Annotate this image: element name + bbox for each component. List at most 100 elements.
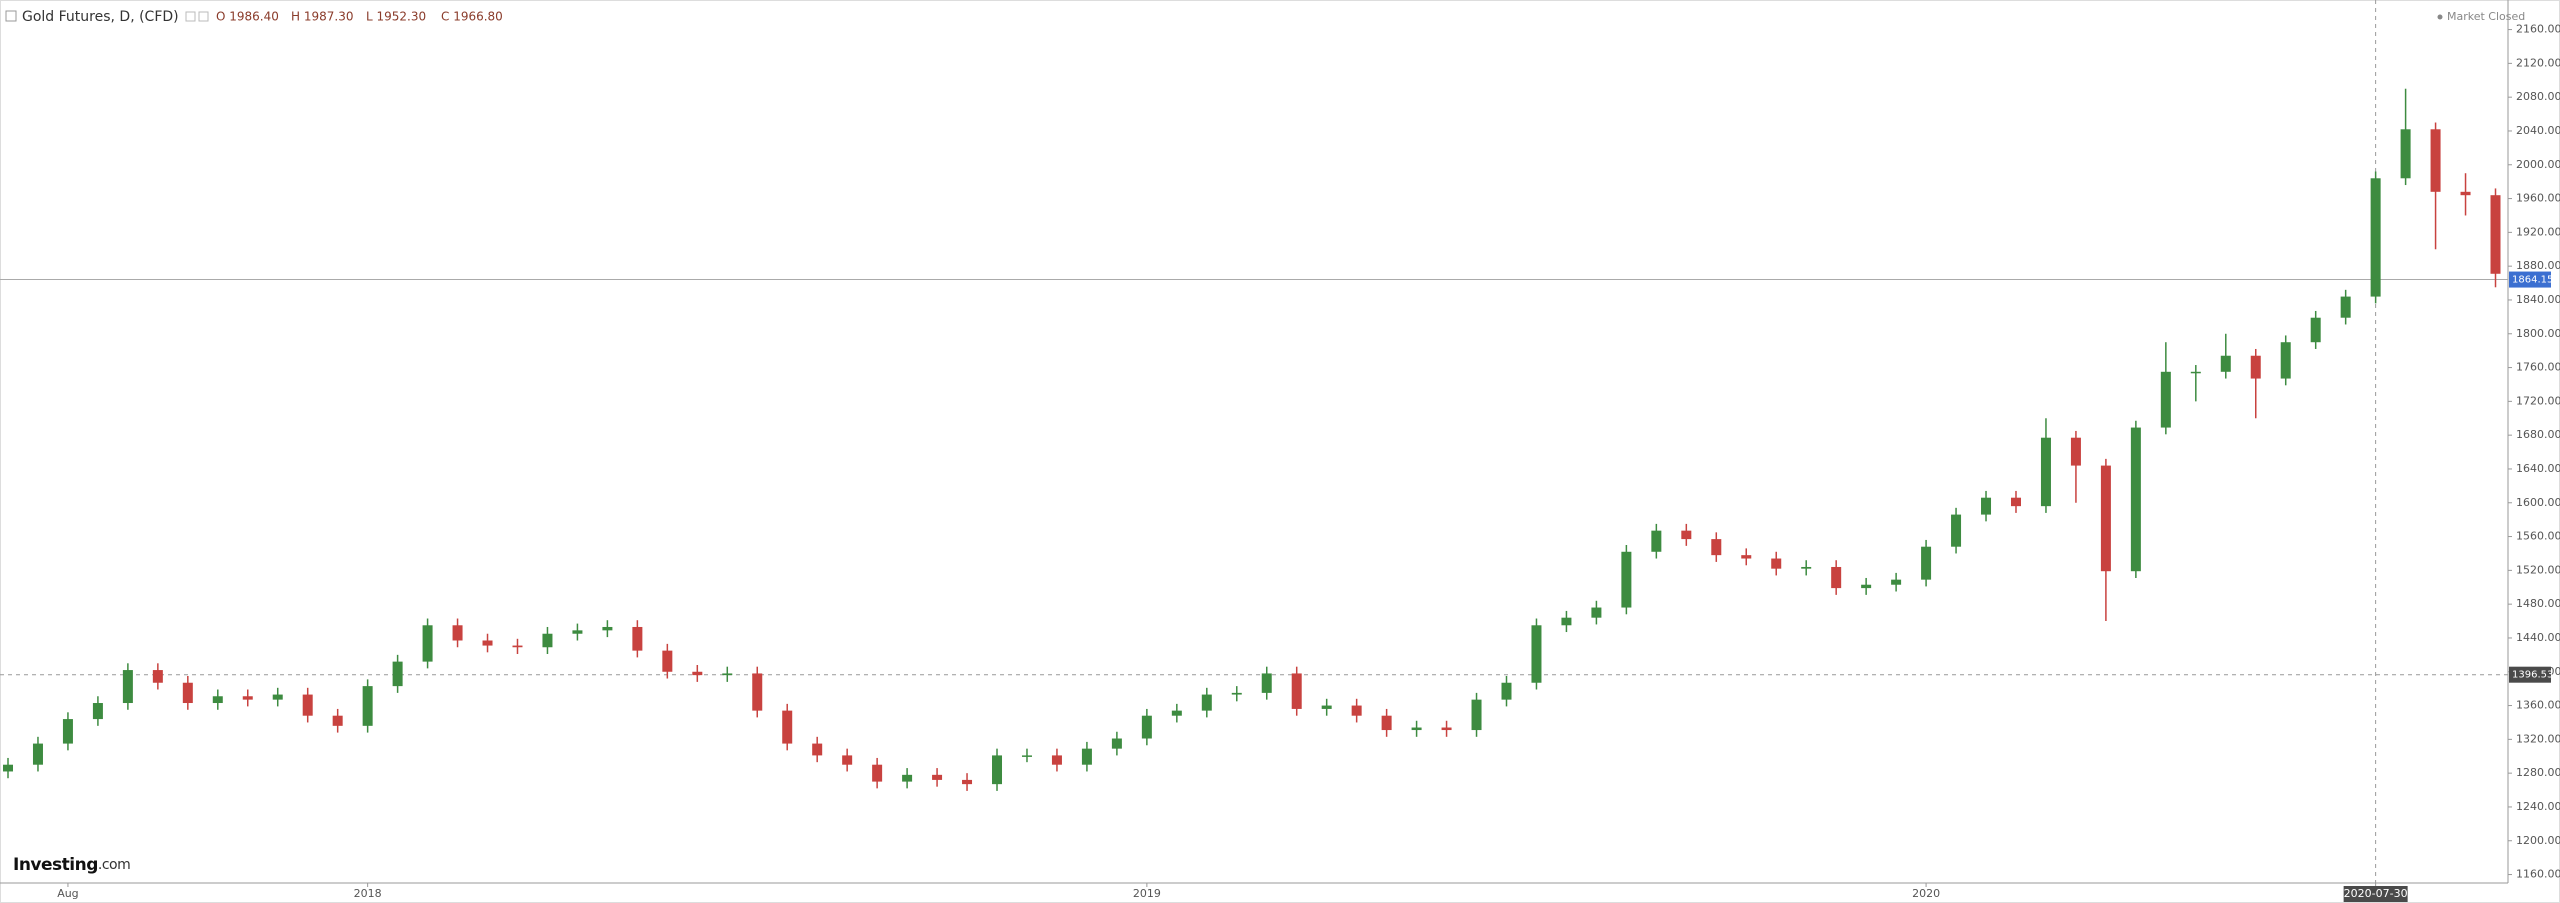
candle-body — [2250, 355, 2261, 379]
crosshair-x-label: 2020-07-30 — [2344, 887, 2408, 900]
candle-body — [2430, 129, 2441, 192]
y-tick-label: 1960.00 — [2516, 192, 2560, 205]
candle-body — [1981, 497, 1992, 515]
logo-suffix: .com — [98, 857, 130, 873]
candle-body — [482, 640, 493, 646]
candle-body — [1561, 617, 1572, 626]
x-tick-label: Aug — [57, 887, 78, 900]
toggle-icon[interactable] — [198, 11, 209, 22]
candle-body — [272, 694, 283, 700]
crosshair-y-label: 1396.53 — [2512, 670, 2553, 681]
candle-body — [152, 670, 163, 683]
ohlc-value: H 1987.30 — [291, 10, 353, 24]
candle-body — [1681, 530, 1692, 540]
candle-body — [212, 696, 223, 704]
candle-body — [62, 719, 73, 744]
candle-body — [1441, 727, 1452, 731]
y-tick-label: 1320.00 — [2516, 732, 2560, 745]
candle-body — [1891, 579, 1902, 585]
candle-body — [2370, 178, 2381, 297]
candle-body — [2070, 437, 2081, 466]
candle-body — [782, 710, 793, 744]
candle-body — [572, 630, 583, 634]
candle-body — [1411, 727, 1422, 731]
candle-body — [992, 755, 1003, 785]
y-tick-label: 1640.00 — [2516, 462, 2560, 475]
ohlc-value: O 1986.40 — [216, 10, 279, 24]
candle-body — [1501, 682, 1512, 700]
y-tick-label: 1240.00 — [2516, 800, 2560, 813]
y-tick-label: 1360.00 — [2516, 699, 2560, 712]
candle-body — [3, 764, 13, 772]
candle-body — [1231, 692, 1242, 695]
y-tick-label: 1920.00 — [2516, 225, 2560, 238]
candle-body — [1381, 715, 1392, 731]
candle-body — [2130, 427, 2141, 572]
candle-body — [2280, 342, 2291, 379]
toggle-icon[interactable] — [185, 11, 196, 22]
y-tick-label: 1480.00 — [2516, 597, 2560, 610]
candle-body — [2400, 129, 2411, 179]
candle-body — [1861, 584, 1872, 589]
candle-body — [1081, 748, 1092, 765]
candle-body — [332, 715, 343, 726]
candle-body — [1471, 699, 1482, 731]
logo-main: Investing — [13, 855, 98, 875]
y-tick-label: 1800.00 — [2516, 327, 2560, 340]
y-tick-label: 1280.00 — [2516, 766, 2560, 779]
candle-body — [2160, 371, 2171, 428]
y-tick-label: 1160.00 — [2516, 868, 2560, 881]
x-tick-label: 2019 — [1133, 887, 1161, 900]
candle-body — [632, 626, 643, 651]
candle-body — [122, 670, 133, 704]
y-tick-label: 1840.00 — [2516, 293, 2560, 306]
y-tick-label: 1560.00 — [2516, 530, 2560, 543]
candle-body — [1111, 738, 1122, 749]
candle-body — [1321, 705, 1332, 709]
candle-body — [2100, 465, 2111, 572]
candle-body — [842, 755, 853, 765]
candle-body — [2310, 317, 2321, 343]
candle-body — [902, 774, 913, 782]
candle-body — [872, 764, 883, 782]
y-tick-label: 1600.00 — [2516, 496, 2560, 509]
candle-body — [512, 645, 523, 648]
candle-body — [2040, 437, 2051, 507]
y-tick-label: 1680.00 — [2516, 428, 2560, 441]
last-price-label-bg — [2509, 271, 2551, 288]
y-tick-label: 2040.00 — [2516, 124, 2560, 137]
x-tick-label: 2020 — [1912, 887, 1940, 900]
candle-body — [542, 633, 553, 648]
ohlc-value: L 1952.30 — [366, 10, 426, 24]
candle-body — [1021, 755, 1032, 757]
candle-body — [1531, 625, 1542, 683]
y-tick-label: 1520.00 — [2516, 563, 2560, 576]
candle-body — [2190, 371, 2201, 374]
candle-body — [1621, 551, 1632, 608]
candle-body — [692, 671, 703, 676]
crosshair-y-label-bg — [2509, 666, 2551, 683]
candle-body — [422, 625, 433, 662]
candle-body — [182, 682, 193, 704]
y-tick-label: 2000.00 — [2516, 158, 2560, 171]
y-tick-label: 2080.00 — [2516, 90, 2560, 103]
y-tick-label: 1440.00 — [2516, 631, 2560, 644]
candle-body — [1171, 710, 1182, 716]
candle-body — [1141, 715, 1152, 739]
collapse-icon[interactable] — [5, 10, 17, 22]
y-tick-label: 1200.00 — [2516, 834, 2560, 847]
candle-body — [662, 650, 673, 672]
status-dot — [2437, 14, 2443, 20]
candle-body — [1801, 566, 1812, 569]
candle-body — [362, 686, 373, 726]
candle-body — [1351, 705, 1362, 716]
market-status: Market Closed — [2447, 10, 2525, 23]
candle-body — [242, 696, 253, 700]
last-price-label: 1864.15 — [2512, 275, 2553, 286]
ohlc-header: O 1986.40 H 1987.30 L 1952.30 C 1966.80 — [216, 10, 503, 24]
candle-body — [1831, 566, 1842, 589]
x-tick-label: 2018 — [354, 887, 382, 900]
candle-body — [1051, 755, 1062, 765]
